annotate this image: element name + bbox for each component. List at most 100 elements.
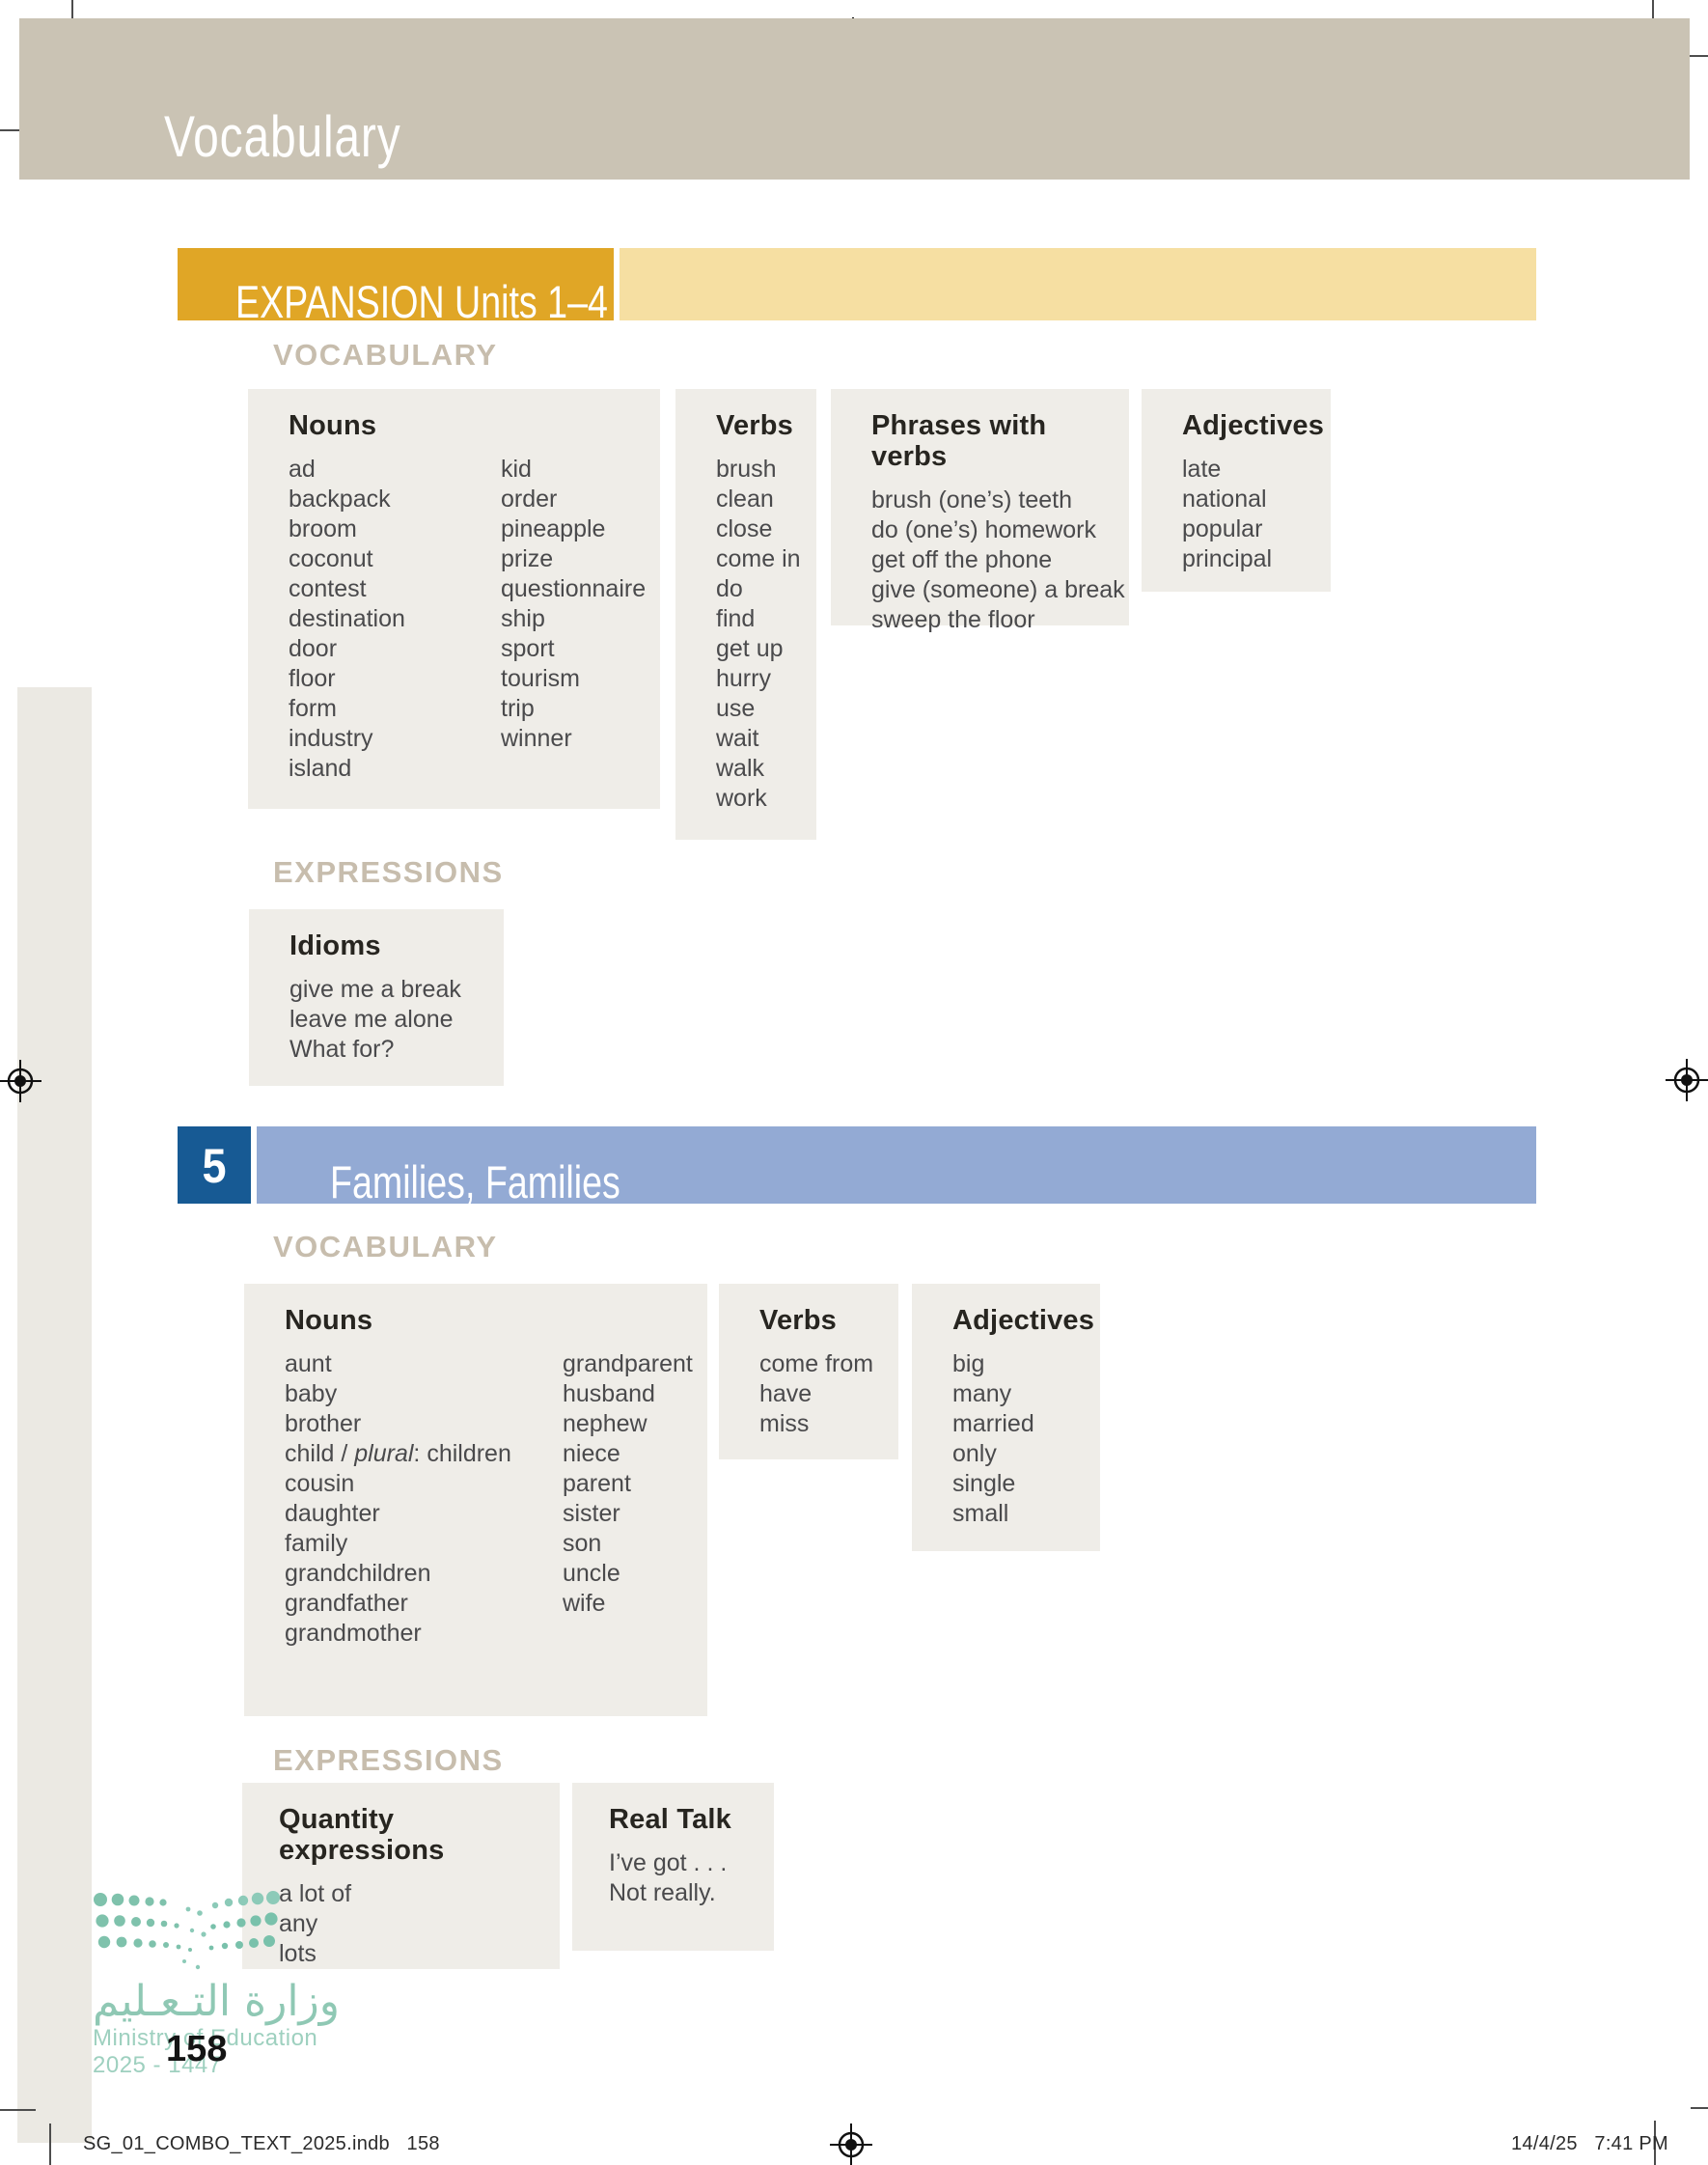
- vocab-item: Not really.: [609, 1879, 716, 1906]
- page-title: Vocabulary: [164, 103, 460, 170]
- unit-number: 5: [202, 1139, 227, 1193]
- vocab-item: baby: [285, 1380, 338, 1407]
- registration-mark-bottom: [830, 2123, 872, 2165]
- expansion-banner: EXPANSION Units 1–4: [178, 248, 614, 327]
- vocab-item: daughter: [285, 1500, 380, 1527]
- print-date-info: 14/4/25 7:41 PM: [1511, 2133, 1668, 2154]
- vocab-item: single: [952, 1470, 1016, 1497]
- vocab-column-1: aunt baby brother child / plural: children c…: [285, 1349, 563, 1649]
- crop-mark-bottom-right-v: [1654, 2121, 1656, 2165]
- vocab-item: niece: [563, 1440, 620, 1467]
- vocab-box-title: Verbs: [759, 1305, 837, 1336]
- vocab-column-1: brush clean close come in do find get up hurry u…: [716, 455, 803, 814]
- vocab-column-2: grandparent husband nephew niece parent siste…: [563, 1349, 693, 1649]
- registration-mark-right: [1666, 1059, 1708, 1101]
- vocab-item: work: [716, 785, 767, 812]
- vocab-item: brother: [285, 1410, 362, 1437]
- vocab-item: prize: [501, 545, 554, 572]
- vocab-item: parent: [563, 1470, 631, 1497]
- expressions-heading-expansion: EXPRESSIONS: [273, 855, 504, 889]
- vocab-item: sister: [563, 1500, 620, 1527]
- vocab-item: find: [716, 605, 756, 632]
- vocab-item: big: [952, 1350, 985, 1377]
- vocab-item: brush (one’s) teeth: [871, 486, 1072, 513]
- vocab-item: use: [716, 695, 756, 722]
- vocab-box-title: Nouns: [289, 410, 377, 441]
- vocab-item: late: [1182, 456, 1222, 483]
- vocab-item: sweep the floor: [871, 606, 1035, 633]
- vocab-item: sport: [501, 635, 555, 662]
- vocab-item: What for?: [289, 1036, 395, 1063]
- vocab-item: destination: [289, 605, 405, 632]
- page-header-banner: Vocabulary: [19, 18, 1690, 180]
- vocab-item: cousin: [285, 1470, 355, 1497]
- vocabulary-heading-expansion: VOCABULARY: [273, 338, 498, 372]
- crop-mark-bottom-left-v: [49, 2123, 51, 2165]
- vocab-item: grandchildren: [285, 1560, 431, 1587]
- vocab-box-verbs-unit5: Verbs come from have miss: [719, 1284, 898, 1459]
- vocab-box-adjectives-expansion: Adjectives late national popular principal: [1142, 389, 1331, 592]
- vocab-box-title: Verbs: [716, 410, 793, 441]
- vocab-item: get off the phone: [871, 546, 1053, 573]
- vocab-item: small: [952, 1500, 1009, 1527]
- vocab-item: come in: [716, 545, 801, 572]
- vocab-item: come from: [759, 1350, 874, 1377]
- ministry-logo-arabic: وزارة التـعـليم: [93, 1977, 341, 2026]
- vocab-box-title: Nouns: [285, 1305, 373, 1336]
- vocab-column-1: late national popular principal: [1182, 455, 1317, 574]
- vocab-item: trip: [501, 695, 535, 722]
- vocab-item: only: [952, 1440, 997, 1467]
- vocab-column-1: a lot of any lots: [279, 1879, 546, 1969]
- vocab-box-verbs-expansion: Verbs brush clean close come in do find get up…: [675, 389, 816, 840]
- vocab-item: son: [563, 1530, 602, 1557]
- vocab-item: door: [289, 635, 338, 662]
- vocab-item: wife: [563, 1590, 606, 1617]
- expansion-banner-band: [620, 248, 1536, 320]
- vocab-item: island: [289, 755, 352, 782]
- vocabulary-heading-unit5: VOCABULARY: [273, 1230, 498, 1263]
- vocab-column-1: ad backpack broom coconut contest destination…: [289, 455, 501, 784]
- vocab-item: floor: [289, 665, 336, 692]
- vocab-item: questionnaire: [501, 575, 647, 602]
- vocab-column-1: give me a break leave me alone What for?: [289, 975, 490, 1065]
- expressions-heading-unit5: EXPRESSIONS: [273, 1743, 504, 1777]
- vocab-item: miss: [759, 1410, 810, 1437]
- vocab-item: hurry: [716, 665, 771, 692]
- crop-mark-bottom-left-h: [0, 2109, 36, 2111]
- vocab-item: brush: [716, 456, 777, 483]
- vocab-item: child / plural: children: [285, 1440, 511, 1467]
- vocab-box-title: Adjectives: [952, 1305, 1095, 1336]
- vocab-item: wait: [716, 725, 759, 752]
- vocab-item: many: [952, 1380, 1012, 1407]
- vocab-box-real-talk: Real Talk I’ve got . . . Not really.: [572, 1783, 774, 1951]
- vocab-columns: aunt baby brother child / plural: children c…: [285, 1349, 694, 1649]
- print-file-info: SG_01_COMBO_TEXT_2025.indb 158: [83, 2133, 440, 2154]
- vocab-item: aunt: [285, 1350, 332, 1377]
- left-margin-strip: [17, 687, 92, 2143]
- vocab-item: pineapple: [501, 515, 606, 542]
- vocab-item: industry: [289, 725, 373, 752]
- vocab-item: uncle: [563, 1560, 620, 1587]
- vocab-box-adjectives-unit5: Adjectives big many married only single small: [912, 1284, 1100, 1551]
- vocab-item: give me a break: [289, 976, 461, 1003]
- vocab-column-1: I’ve got . . . Not really.: [609, 1848, 760, 1908]
- vocab-item: form: [289, 695, 337, 722]
- vocab-item: kid: [501, 456, 532, 483]
- vocab-item: lots: [279, 1940, 317, 1967]
- vocab-box-idioms: Idioms give me a break leave me alone What…: [249, 909, 504, 1086]
- vocab-item: ad: [289, 456, 316, 483]
- vocab-item: get up: [716, 635, 784, 662]
- vocab-item: popular: [1182, 515, 1263, 542]
- page-number: 158: [166, 2029, 228, 2069]
- vocab-item: contest: [289, 575, 367, 602]
- vocab-item: coconut: [289, 545, 373, 572]
- vocab-item: do (one’s) homework: [871, 516, 1096, 543]
- vocab-item: a lot of: [279, 1880, 352, 1907]
- vocab-item: ship: [501, 605, 545, 632]
- vocab-item: nephew: [563, 1410, 647, 1437]
- vocab-box-title: Phrases with verbs: [871, 410, 1047, 472]
- vocab-item: leave me alone: [289, 1006, 454, 1033]
- vocab-item: walk: [716, 755, 765, 782]
- vocab-box-title: Idioms: [289, 930, 381, 961]
